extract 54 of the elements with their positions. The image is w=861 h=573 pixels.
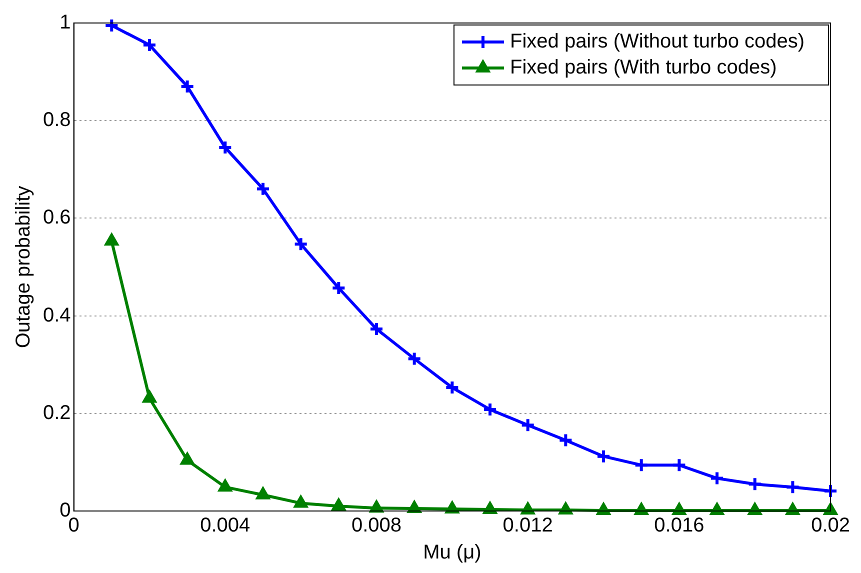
point: [331, 280, 346, 296]
y-tick-label: 1: [60, 12, 71, 34]
y-tick-label: 0.2: [42, 402, 71, 424]
point: [672, 503, 686, 516]
point: [408, 501, 422, 514]
point: [256, 487, 270, 500]
point: [634, 503, 648, 516]
point: [785, 480, 800, 495]
point: [444, 380, 460, 396]
x-tick-label: 0.008: [351, 514, 402, 537]
point: [293, 236, 308, 252]
y-axis-title: Outage probability: [12, 186, 35, 348]
point: [332, 498, 346, 511]
point: [368, 321, 384, 336]
x-tick-label: 0.012: [502, 514, 553, 537]
point: [520, 418, 536, 433]
point: [558, 432, 574, 448]
point: [142, 37, 157, 52]
point: [104, 18, 120, 33]
point: [483, 502, 497, 514]
point: [180, 452, 194, 465]
y-tick-label: 0.6: [42, 206, 71, 229]
point: [218, 140, 233, 155]
point: [104, 234, 118, 246]
point: [824, 503, 838, 516]
point: [406, 351, 422, 366]
y-tick-label: 0.4: [42, 304, 71, 326]
point: [596, 448, 612, 464]
x-tick-label: 0.004: [200, 514, 250, 537]
point: [445, 502, 459, 514]
point: [255, 181, 270, 196]
x-tick-label: 0.016: [654, 514, 704, 537]
point: [710, 470, 725, 486]
point: [294, 496, 308, 508]
point: [748, 503, 762, 516]
x-tick-label: 0.02: [811, 514, 850, 537]
point: [710, 503, 724, 516]
point: [218, 480, 232, 492]
point: [823, 483, 838, 498]
point: [786, 503, 800, 516]
point: [370, 500, 384, 513]
point: [596, 503, 610, 516]
point: [521, 502, 535, 515]
point: [142, 390, 156, 403]
legend-label: Fixed pairs (With turbo codes): [510, 56, 777, 79]
y-tick-label: 0.8: [42, 109, 71, 132]
point: [558, 502, 572, 515]
point: [672, 458, 687, 473]
legend-label: Fixed pairs (Without turbo codes): [510, 30, 805, 53]
point: [482, 402, 498, 417]
x-axis-title: Mu (μ): [423, 542, 482, 564]
point: [634, 458, 649, 473]
point: [180, 78, 195, 94]
point: [747, 476, 762, 492]
